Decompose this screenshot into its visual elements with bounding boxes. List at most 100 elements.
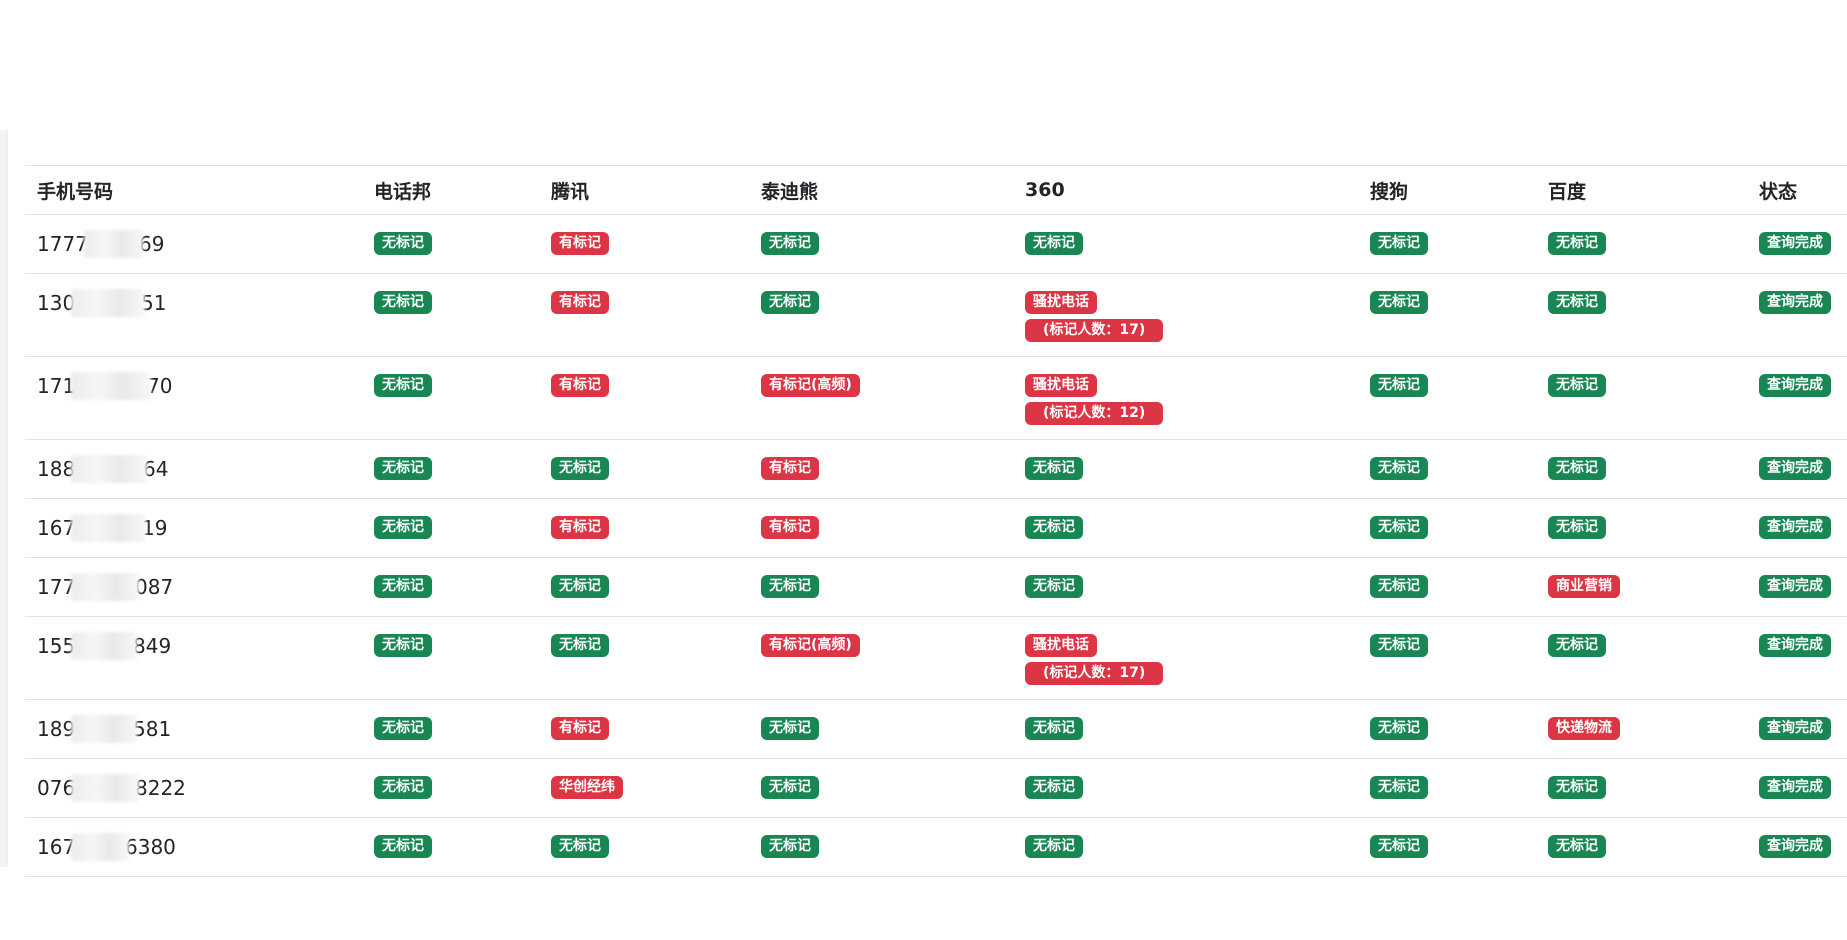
status-badge: 有标记 <box>761 457 819 480</box>
table-row: 188 64 无标记 无标记 有标记 无标记 无标记 无标记 查询完成 <box>25 439 1847 499</box>
status-badge: 无标记 <box>761 717 819 740</box>
dianhuabang-cell: 无标记 <box>362 558 539 617</box>
teddy-cell: 有标记 <box>749 440 1013 499</box>
status-badge: 无标记 <box>1370 835 1428 858</box>
sogou-cell: 无标记 <box>1358 215 1536 274</box>
status-badge: 查询完成 <box>1759 717 1831 740</box>
cell-360: 骚扰电话 (标记人数：12) <box>1013 357 1358 440</box>
badge-stack: 骚扰电话 (标记人数：12) <box>1025 374 1358 425</box>
baidu-cell: 无标记 <box>1536 274 1747 357</box>
results-table: 手机号码 电话邦 腾讯 泰迪熊 360 搜狗 百度 状态 1777 69 无标记 有标… <box>25 165 1847 877</box>
redaction-mask <box>71 289 145 317</box>
status-badge: 无标记 <box>1370 776 1428 799</box>
status-badge: 查询完成 <box>1759 634 1831 657</box>
status-badge: 商业营销 <box>1548 575 1620 598</box>
cell-360: 无标记 <box>1013 499 1358 558</box>
col-header-sogou: 搜狗 <box>1370 180 1409 203</box>
cell-360: 无标记 <box>1013 558 1358 617</box>
status-badge: 无标记 <box>1548 457 1606 480</box>
status-cell: 查询完成 <box>1747 274 1847 357</box>
status-badge: 骚扰电话 <box>1025 291 1097 314</box>
redaction-mask <box>83 230 143 258</box>
tencent-cell: 有标记 <box>539 215 749 274</box>
redaction-mask <box>71 455 147 483</box>
phone-number: 130 51 <box>37 288 166 318</box>
dianhuabang-cell: 无标记 <box>362 818 539 877</box>
cell-360: 骚扰电话 (标记人数：17) <box>1013 617 1358 700</box>
status-badge: 查询完成 <box>1759 374 1831 397</box>
status-badge: 骚扰电话 <box>1025 374 1097 397</box>
col-header-tencent: 腾讯 <box>551 180 590 203</box>
status-badge: 有标记(高频) <box>761 634 860 657</box>
phone-number: 189 581 <box>37 714 171 744</box>
status-badge: 查询完成 <box>1759 776 1831 799</box>
status-badge: 无标记 <box>551 457 609 480</box>
cell-360: 无标记 <box>1013 215 1358 274</box>
teddy-cell: 无标记 <box>749 759 1013 818</box>
phone-cell: 189 581 <box>25 700 362 759</box>
status-badge: 快递物流 <box>1548 717 1620 740</box>
status-badge: 无标记 <box>1548 776 1606 799</box>
phone-prefix: 189 <box>37 717 76 741</box>
sogou-cell: 无标记 <box>1358 558 1536 617</box>
dianhuabang-cell: 无标记 <box>362 759 539 818</box>
redaction-mask <box>71 774 139 802</box>
dianhuabang-cell: 无标记 <box>362 499 539 558</box>
sogou-cell: 无标记 <box>1358 274 1536 357</box>
status-badge: 无标记 <box>1025 835 1083 858</box>
col-header-phone: 手机号码 <box>37 180 114 203</box>
phone-prefix: 130 <box>37 291 76 315</box>
status-badge: 有标记(高频) <box>761 374 860 397</box>
dianhuabang-cell: 无标记 <box>362 357 539 440</box>
phone-prefix: 188 <box>37 457 76 481</box>
status-badge: 无标记 <box>1370 374 1428 397</box>
status-badge: 无标记 <box>374 835 432 858</box>
phone-suffix: 6380 <box>125 835 176 859</box>
cell-360: 无标记 <box>1013 440 1358 499</box>
badge-stack: 无标记 <box>1025 232 1358 255</box>
status-cell: 查询完成 <box>1747 700 1847 759</box>
status-badge: 无标记 <box>551 575 609 598</box>
tencent-cell: 华创经纬 <box>539 759 749 818</box>
status-badge: 无标记 <box>1025 232 1083 255</box>
phone-cell: 177 087 <box>25 558 362 617</box>
tencent-cell: 有标记 <box>539 274 749 357</box>
teddy-cell: 无标记 <box>749 818 1013 877</box>
status-badge: 无标记 <box>374 291 432 314</box>
baidu-cell: 无标记 <box>1536 440 1747 499</box>
baidu-cell: 快递物流 <box>1536 700 1747 759</box>
table-row: 167 19 无标记 有标记 有标记 无标记 无标记 无标记 查询完成 <box>25 498 1847 558</box>
redaction-mask <box>71 632 137 660</box>
baidu-cell: 无标记 <box>1536 617 1747 700</box>
redaction-mask <box>71 573 139 601</box>
status-badge: 无标记 <box>1025 776 1083 799</box>
sogou-cell: 无标记 <box>1358 617 1536 700</box>
badge-stack: 无标记 <box>1025 776 1358 799</box>
status-badge: 无标记 <box>374 457 432 480</box>
phone-suffix: 087 <box>135 575 174 599</box>
phone-prefix: 177 <box>37 575 76 599</box>
phone-suffix: 70 <box>147 374 173 398</box>
sogou-cell: 无标记 <box>1358 499 1536 558</box>
status-badge: 无标记 <box>1370 516 1428 539</box>
phone-suffix: 64 <box>143 457 169 481</box>
phone-cell: 076 8222 <box>25 759 362 818</box>
baidu-cell: 无标记 <box>1536 215 1747 274</box>
status-badge: (标记人数：17) <box>1025 319 1164 342</box>
phone-prefix: 076 <box>37 776 76 800</box>
cell-360: 无标记 <box>1013 700 1358 759</box>
teddy-cell: 无标记 <box>749 700 1013 759</box>
sogou-cell: 无标记 <box>1358 759 1536 818</box>
status-badge: 无标记 <box>1025 516 1083 539</box>
table-row: 177 087 无标记 无标记 无标记 无标记 无标记 商业营销 查询完成 <box>25 557 1847 617</box>
status-badge: 无标记 <box>761 575 819 598</box>
status-badge: 查询完成 <box>1759 232 1831 255</box>
phone-number: 171 70 <box>37 371 172 401</box>
status-badge: 无标记 <box>1370 291 1428 314</box>
status-badge: 查询完成 <box>1759 835 1831 858</box>
status-badge: 无标记 <box>551 634 609 657</box>
table-row: 1777 69 无标记 有标记 无标记 无标记 无标记 无标记 查询完成 <box>25 214 1847 274</box>
status-badge: 无标记 <box>374 232 432 255</box>
sogou-cell: 无标记 <box>1358 357 1536 440</box>
status-cell: 查询完成 <box>1747 499 1847 558</box>
